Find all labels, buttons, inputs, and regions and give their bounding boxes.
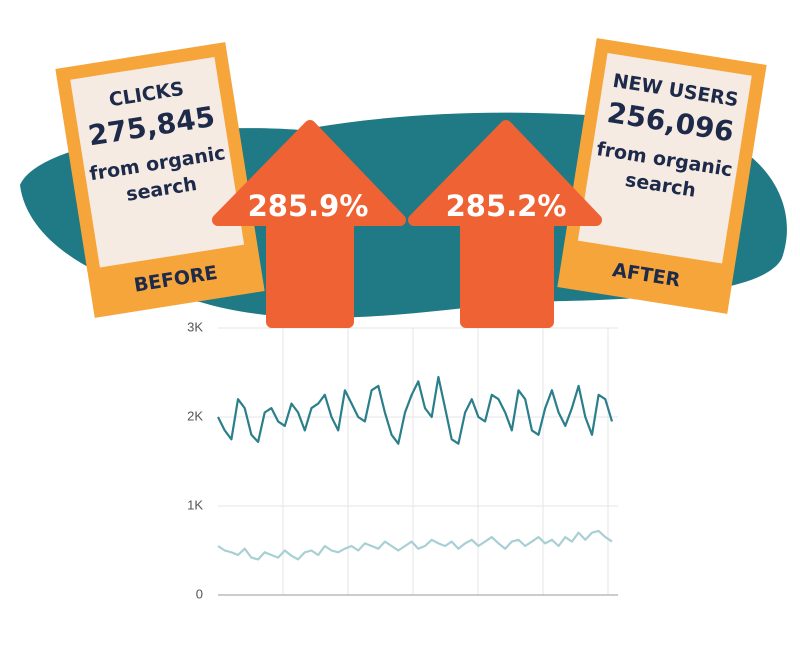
- up-arrow: [212, 120, 406, 328]
- before-card: CLICKS 275,845 from organic search BEFOR…: [55, 42, 265, 318]
- y-tick-label: 1K: [187, 497, 203, 512]
- arrow-label: 285.9%: [248, 189, 369, 223]
- after-card: NEW USERS 256,096 from organic search AF…: [557, 38, 767, 314]
- y-tick-label: 3K: [187, 319, 203, 334]
- up-arrow: [408, 120, 602, 328]
- card-panel: [70, 56, 245, 268]
- line-series: [217, 375, 614, 445]
- y-tick-label: 0: [196, 586, 203, 601]
- y-tick-label: 2K: [187, 408, 203, 423]
- line-series: [217, 529, 613, 561]
- arrow-label: 285.2%: [446, 189, 567, 223]
- card-panel: [577, 52, 752, 264]
- line-chart: 0 1K 2K 3K: [187, 319, 618, 601]
